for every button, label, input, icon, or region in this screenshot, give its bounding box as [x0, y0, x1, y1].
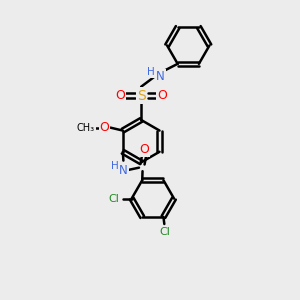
Text: O: O — [139, 143, 149, 157]
Text: O: O — [100, 121, 110, 134]
Text: H: H — [147, 67, 154, 77]
Text: H: H — [111, 161, 119, 171]
Text: N: N — [156, 70, 165, 83]
Text: Cl: Cl — [160, 227, 170, 237]
Text: Cl: Cl — [109, 194, 119, 204]
Text: N: N — [119, 164, 128, 176]
Text: O: O — [115, 89, 125, 102]
Text: O: O — [158, 89, 167, 102]
Text: S: S — [137, 88, 146, 103]
Text: CH₃: CH₃ — [77, 123, 95, 133]
